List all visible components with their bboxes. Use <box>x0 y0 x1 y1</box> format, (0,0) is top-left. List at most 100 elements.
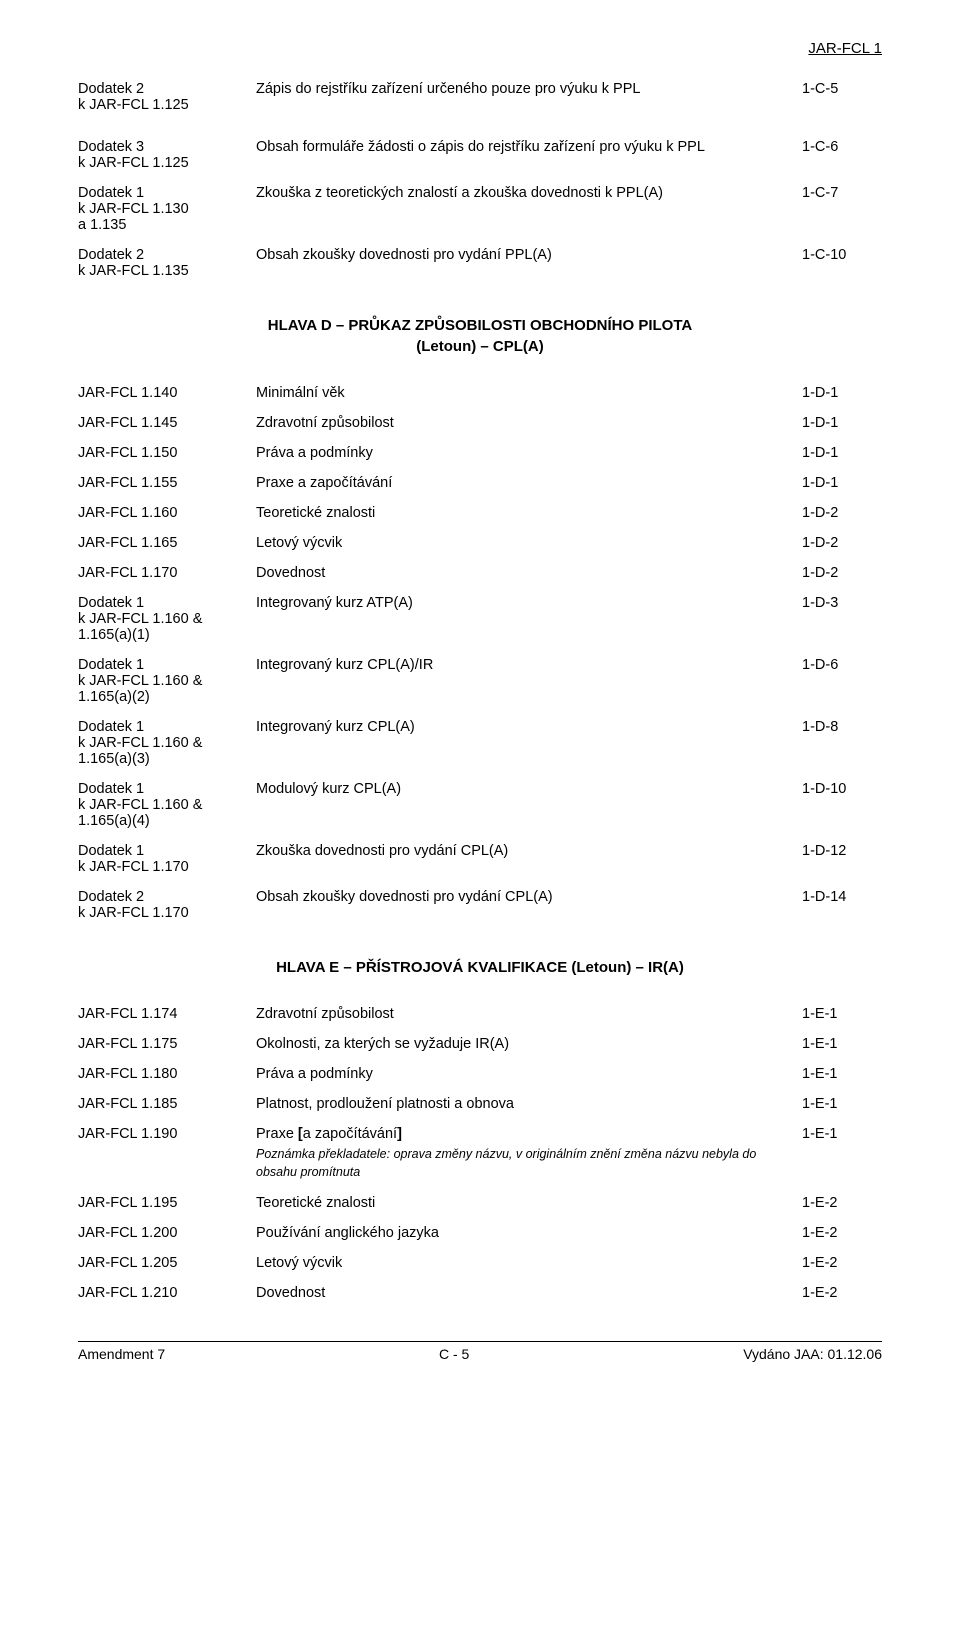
toc-entry-page: 1-D-8 <box>802 719 882 735</box>
toc-entry-ref: Dodatek 2k JAR-FCL 1.125 <box>78 81 256 113</box>
toc-entry-ref: Dodatek 1k JAR-FCL 1.160 &1.165(a)(2) <box>78 657 256 705</box>
footer-center: C - 5 <box>165 1346 743 1362</box>
toc-entry-title: Zápis do rejstříku zařízení určeného pou… <box>256 81 802 97</box>
toc-entry-title: Zkouška dovednosti pro vydání CPL(A) <box>256 843 802 859</box>
toc-entry-page: 1-C-5 <box>802 81 882 97</box>
toc-entry-ref: JAR-FCL 1.180 <box>78 1066 256 1082</box>
toc-row: Dodatek 1k JAR-FCL 1.130a 1.135Zkouška z… <box>78 185 882 233</box>
toc-entry-ref: Dodatek 1k JAR-FCL 1.160 &1.165(a)(4) <box>78 781 256 829</box>
toc-row: JAR-FCL 1.165Letový výcvik1-D-2 <box>78 535 882 551</box>
toc-entry-page: 1-D-2 <box>802 565 882 581</box>
section-d-title-line1: HLAVA D – PRŮKAZ ZPŮSOBILOSTI OBCHODNÍHO… <box>268 317 692 334</box>
toc-row: Dodatek 1k JAR-FCL 1.160 &1.165(a)(1)Int… <box>78 595 882 643</box>
toc-entry-title: Používání anglického jazyka <box>256 1225 802 1241</box>
toc-row: Dodatek 2k JAR-FCL 1.125Zápis do rejstří… <box>78 81 882 113</box>
toc-entry-ref: JAR-FCL 1.195 <box>78 1195 256 1211</box>
toc-row: JAR-FCL 1.185Platnost, prodloužení platn… <box>78 1096 882 1112</box>
toc-row: JAR-FCL 1.210Dovednost1-E-2 <box>78 1285 882 1301</box>
toc-entry-ref: JAR-FCL 1.174 <box>78 1006 256 1022</box>
toc-entry-page: 1-D-2 <box>802 535 882 551</box>
toc-row: Dodatek 1k JAR-FCL 1.160 &1.165(a)(4)Mod… <box>78 781 882 829</box>
toc-entry-title: Okolnosti, za kterých se vyžaduje IR(A) <box>256 1036 802 1052</box>
toc-entry-page: 1-E-1 <box>802 1036 882 1052</box>
toc-entry-page: 1-D-1 <box>802 385 882 401</box>
toc-entry-page: 1-E-2 <box>802 1255 882 1271</box>
toc-entry-title: Praxe [a započítávání]Poznámka překladat… <box>256 1126 802 1181</box>
toc-entry-page: 1-E-1 <box>802 1096 882 1112</box>
toc-row: JAR-FCL 1.175Okolnosti, za kterých se vy… <box>78 1036 882 1052</box>
toc-entry-page: 1-D-1 <box>802 445 882 461</box>
toc-entry-ref: JAR-FCL 1.165 <box>78 535 256 551</box>
toc-entry-page: 1-C-6 <box>802 139 882 155</box>
toc-entry-page: 1-D-2 <box>802 505 882 521</box>
page: JAR-FCL 1 Dodatek 2k JAR-FCL 1.125Zápis … <box>0 0 960 1639</box>
toc-row: JAR-FCL 1.200Používání anglického jazyka… <box>78 1225 882 1241</box>
toc-row: Dodatek 2k JAR-FCL 1.135Obsah zkoušky do… <box>78 247 882 279</box>
toc-entry-ref: JAR-FCL 1.185 <box>78 1096 256 1112</box>
translator-note: Poznámka překladatele: oprava změny názv… <box>256 1146 792 1181</box>
toc-entry-page: 1-D-1 <box>802 475 882 491</box>
toc-entry-title: Teoretické znalosti <box>256 1195 802 1211</box>
toc-entry-title: Zdravotní způsobilost <box>256 1006 802 1022</box>
toc-section-e: JAR-FCL 1.174Zdravotní způsobilost1-E-1J… <box>78 1006 882 1301</box>
toc-entry-ref: Dodatek 1k JAR-FCL 1.160 &1.165(a)(3) <box>78 719 256 767</box>
toc-entry-title: Integrovaný kurz CPL(A) <box>256 719 802 735</box>
toc-entry-title: Práva a podmínky <box>256 445 802 461</box>
toc-entry-ref: JAR-FCL 1.205 <box>78 1255 256 1271</box>
toc-entry-page: 1-D-12 <box>802 843 882 859</box>
toc-row: JAR-FCL 1.195Teoretické znalosti1-E-2 <box>78 1195 882 1211</box>
toc-entry-title: Obsah zkoušky dovednosti pro vydání CPL(… <box>256 889 802 905</box>
toc-entry-title: Práva a podmínky <box>256 1066 802 1082</box>
toc-entry-title: Letový výcvik <box>256 1255 802 1271</box>
toc-entry-page: 1-D-3 <box>802 595 882 611</box>
toc-entry-page: 1-E-2 <box>802 1285 882 1301</box>
toc-section-d: JAR-FCL 1.140Minimální věk1-D-1JAR-FCL 1… <box>78 385 882 921</box>
toc-entry-title: Zkouška z teoretických znalostí a zkoušk… <box>256 185 802 201</box>
toc-block-1: Dodatek 2k JAR-FCL 1.125Zápis do rejstří… <box>78 81 882 113</box>
toc-entry-title: Minimální věk <box>256 385 802 401</box>
toc-entry-title: Modulový kurz CPL(A) <box>256 781 802 797</box>
toc-entry-ref: JAR-FCL 1.155 <box>78 475 256 491</box>
section-d-title: HLAVA D – PRŮKAZ ZPŮSOBILOSTI OBCHODNÍHO… <box>78 315 882 357</box>
toc-row: Dodatek 3k JAR-FCL 1.125Obsah formuláře … <box>78 139 882 171</box>
toc-entry-title: Dovednost <box>256 565 802 581</box>
toc-entry-title: Integrovaný kurz ATP(A) <box>256 595 802 611</box>
toc-row: Dodatek 2k JAR-FCL 1.170Obsah zkoušky do… <box>78 889 882 921</box>
section-d-title-line2: (Letoun) – CPL(A) <box>416 338 543 355</box>
toc-entry-title: Obsah zkoušky dovednosti pro vydání PPL(… <box>256 247 802 263</box>
toc-entry-title: Zdravotní způsobilost <box>256 415 802 431</box>
toc-row: Dodatek 1k JAR-FCL 1.170Zkouška dovednos… <box>78 843 882 875</box>
toc-entry-title: Platnost, prodloužení platnosti a obnova <box>256 1096 802 1112</box>
toc-entry-title: Integrovaný kurz CPL(A)/IR <box>256 657 802 673</box>
toc-entry-ref: JAR-FCL 1.175 <box>78 1036 256 1052</box>
toc-entry-ref: Dodatek 3k JAR-FCL 1.125 <box>78 139 256 171</box>
toc-entry-ref: JAR-FCL 1.160 <box>78 505 256 521</box>
toc-entry-ref: JAR-FCL 1.190 <box>78 1126 256 1142</box>
toc-entry-ref: JAR-FCL 1.210 <box>78 1285 256 1301</box>
toc-entry-title: Dovednost <box>256 1285 802 1301</box>
toc-entry-title: Letový výcvik <box>256 535 802 551</box>
toc-row: JAR-FCL 1.174Zdravotní způsobilost1-E-1 <box>78 1006 882 1022</box>
toc-row: Dodatek 1k JAR-FCL 1.160 &1.165(a)(3)Int… <box>78 719 882 767</box>
toc-block-2: Dodatek 3k JAR-FCL 1.125Obsah formuláře … <box>78 139 882 279</box>
toc-entry-page: 1-E-1 <box>802 1066 882 1082</box>
toc-row: JAR-FCL 1.140Minimální věk1-D-1 <box>78 385 882 401</box>
toc-entry-ref: JAR-FCL 1.140 <box>78 385 256 401</box>
toc-entry-ref: Dodatek 1k JAR-FCL 1.130a 1.135 <box>78 185 256 233</box>
toc-entry-ref: Dodatek 2k JAR-FCL 1.170 <box>78 889 256 921</box>
toc-entry-page: 1-C-10 <box>802 247 882 263</box>
toc-entry-ref: JAR-FCL 1.150 <box>78 445 256 461</box>
toc-entry-title: Teoretické znalosti <box>256 505 802 521</box>
footer-left: Amendment 7 <box>78 1346 165 1362</box>
toc-entry-page: 1-E-1 <box>802 1006 882 1022</box>
toc-row: JAR-FCL 1.205Letový výcvik1-E-2 <box>78 1255 882 1271</box>
document-code-header: JAR-FCL 1 <box>78 40 882 57</box>
toc-entry-page: 1-E-2 <box>802 1225 882 1241</box>
toc-entry-ref: JAR-FCL 1.200 <box>78 1225 256 1241</box>
toc-entry-page: 1-C-7 <box>802 185 882 201</box>
toc-row: JAR-FCL 1.145Zdravotní způsobilost1-D-1 <box>78 415 882 431</box>
section-e-title: HLAVA E – PŘÍSTROJOVÁ KVALIFIKACE (Letou… <box>78 957 882 978</box>
toc-entry-page: 1-E-2 <box>802 1195 882 1211</box>
page-footer: Amendment 7 C - 5 Vydáno JAA: 01.12.06 <box>78 1341 882 1362</box>
toc-entry-ref: Dodatek 1k JAR-FCL 1.160 &1.165(a)(1) <box>78 595 256 643</box>
